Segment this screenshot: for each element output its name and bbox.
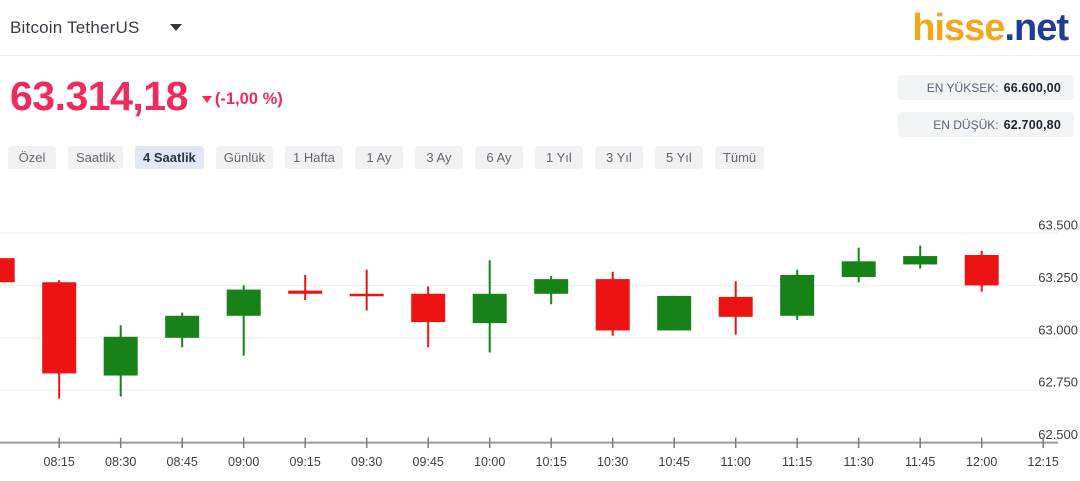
candle-clipped bbox=[0, 258, 15, 283]
x-axis-label: 10:15 bbox=[536, 455, 567, 469]
logo-text-hisse: hisse bbox=[912, 6, 1005, 49]
tab-özel[interactable]: Özel bbox=[8, 146, 56, 169]
instrument-name: Bitcoin TetherUS bbox=[10, 17, 140, 37]
candle-10:15 bbox=[534, 279, 569, 294]
y-axis-label: 63.250 bbox=[1038, 270, 1078, 285]
stats-panel: EN YÜKSEK: 66.600,00 EN DÜŞÜK: 62.700,80 bbox=[898, 75, 1074, 137]
tab-6-ay[interactable]: 6 Ay bbox=[474, 146, 523, 169]
x-axis-label: 11:00 bbox=[721, 455, 751, 469]
candle-11:30 bbox=[841, 261, 876, 278]
x-axis-label: 11:15 bbox=[782, 455, 812, 469]
instrument-selector[interactable]: Bitcoin TetherUS bbox=[10, 18, 182, 38]
low-badge: EN DÜŞÜK: 62.700,80 bbox=[898, 112, 1074, 137]
x-axis-label: 09:45 bbox=[413, 455, 444, 469]
logo-text-net: .net bbox=[1004, 6, 1069, 49]
site-logo[interactable]: hisse.net bbox=[912, 9, 1072, 47]
y-axis-label: 63.500 bbox=[1038, 218, 1078, 233]
tab-tümü[interactable]: Tümü bbox=[714, 146, 765, 169]
candle-11:45 bbox=[903, 256, 938, 265]
chevron-down-icon bbox=[169, 24, 182, 31]
chart-canvas[interactable]: 63.500 63.250 63.000 62.750 62.500 08:15 08:30… bbox=[0, 200, 1080, 481]
x-axis-label: 09:15 bbox=[290, 455, 321, 469]
candle-08:45 bbox=[165, 315, 200, 338]
candle-10:45 bbox=[657, 295, 692, 331]
x-axis-label: 11:45 bbox=[905, 455, 935, 469]
last-price: 63.314,18 bbox=[10, 73, 188, 119]
tab-saatlik[interactable]: Saatlik bbox=[68, 146, 124, 169]
quote-section: 63.314,18 (-1,00 %) bbox=[10, 73, 283, 119]
x-axis-label: 12:15 bbox=[1028, 455, 1059, 469]
x-axis-label: 08:45 bbox=[167, 455, 198, 469]
candle-08:30 bbox=[103, 336, 138, 376]
tab-1-ay[interactable]: 1 Ay bbox=[354, 146, 403, 169]
y-axis-label: 63.000 bbox=[1038, 322, 1078, 337]
candle-08:15 bbox=[42, 282, 77, 374]
candle-11:15 bbox=[780, 274, 815, 316]
x-axis-label: 09:30 bbox=[351, 455, 382, 469]
candle-11:00 bbox=[718, 296, 753, 317]
high-value: 66.600,00 bbox=[1003, 80, 1061, 95]
x-axis-label: 11:30 bbox=[844, 455, 874, 469]
timeframe-tabs: Özel Saatlik 4 Saatlik Günlük 1 Hafta 1 Ay 3 A… bbox=[8, 146, 765, 169]
high-badge: EN YÜKSEK: 66.600,00 bbox=[898, 75, 1074, 100]
tab-günlük[interactable]: Günlük bbox=[215, 146, 273, 169]
high-label: EN YÜKSEK: bbox=[926, 80, 999, 95]
x-axis-label: 10:30 bbox=[597, 455, 628, 469]
tab-1-yıl[interactable]: 1 Yıl bbox=[534, 146, 583, 169]
candle-10:30 bbox=[595, 279, 630, 331]
candle-09:15 bbox=[288, 290, 323, 294]
low-value: 62.700,80 bbox=[1003, 117, 1061, 132]
x-axis-label: 12:00 bbox=[966, 455, 997, 469]
tab-1-hafta[interactable]: 1 Hafta bbox=[285, 146, 343, 169]
price-change-text: (-1,00 %) bbox=[214, 90, 283, 109]
header: Bitcoin TetherUS hisse.net bbox=[0, 0, 1080, 56]
y-axis-label: 62.750 bbox=[1038, 375, 1078, 390]
y-axis-label: 62.500 bbox=[1038, 427, 1078, 442]
tab-5-yıl[interactable]: 5 Yıl bbox=[654, 146, 703, 169]
x-axis-label: 10:00 bbox=[474, 455, 505, 469]
candle-09:45 bbox=[411, 293, 446, 323]
candle-10:00 bbox=[472, 293, 507, 324]
low-label: EN DÜŞÜK: bbox=[933, 117, 999, 132]
tab-4-saatlik[interactable]: 4 Saatlik bbox=[135, 146, 204, 169]
tab-3-yıl[interactable]: 3 Yıl bbox=[594, 146, 643, 169]
x-axis-label: 08:15 bbox=[44, 455, 75, 469]
x-axis-label: 08:30 bbox=[105, 455, 136, 469]
x-axis-label: 09:00 bbox=[228, 455, 259, 469]
price-change: (-1,00 %) bbox=[201, 90, 283, 109]
candle-12:00 bbox=[964, 255, 999, 286]
candle-09:00 bbox=[226, 289, 261, 316]
triangle-down-icon bbox=[201, 96, 212, 104]
candlestick-chart[interactable]: 63.500 63.250 63.000 62.750 62.500 08:15 08:30… bbox=[0, 200, 1080, 481]
candle-09:30 bbox=[349, 293, 384, 297]
x-axis-label: 10:45 bbox=[659, 455, 690, 469]
tab-3-ay[interactable]: 3 Ay bbox=[414, 146, 463, 169]
